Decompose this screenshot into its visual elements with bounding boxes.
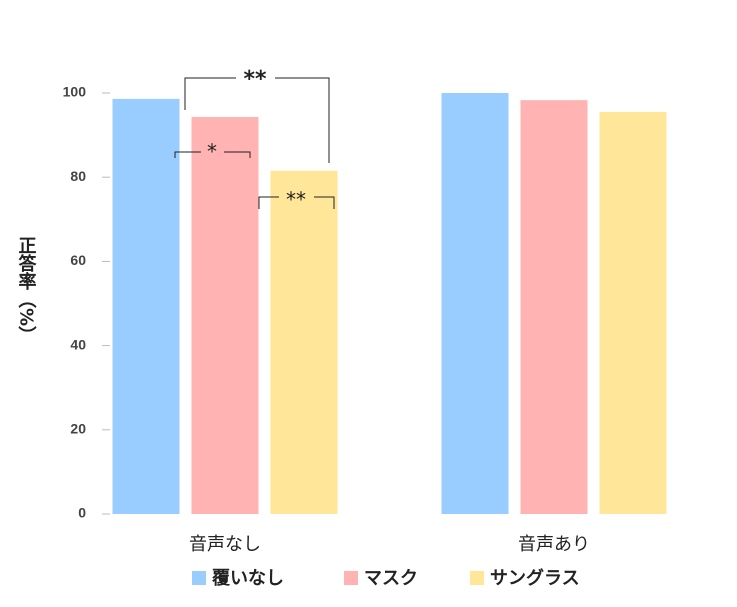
bracket bbox=[258, 196, 279, 209]
x-tick-label: 音声あり bbox=[518, 534, 590, 555]
bracket bbox=[184, 77, 236, 110]
bracket bbox=[275, 77, 330, 163]
y-tick-label: 80 bbox=[70, 168, 86, 184]
legend-swatch bbox=[470, 571, 484, 585]
significance-label: ** bbox=[286, 188, 306, 212]
bar bbox=[599, 111, 667, 514]
significance-label: ** bbox=[243, 67, 267, 92]
y-tick-label: 20 bbox=[70, 421, 86, 437]
significance-label: * bbox=[207, 140, 217, 164]
legend-label: 覆いなし bbox=[212, 568, 284, 589]
y-tick-label: 60 bbox=[70, 252, 86, 268]
y-tick-label: 100 bbox=[63, 84, 87, 100]
bar bbox=[441, 93, 509, 514]
legend-swatch bbox=[192, 571, 206, 585]
bracket bbox=[314, 196, 335, 209]
y-tick-label: 40 bbox=[70, 336, 86, 352]
x-tick-label: 音声なし bbox=[189, 534, 261, 555]
y-tick-label: 0 bbox=[78, 505, 86, 521]
bar bbox=[112, 98, 180, 515]
bracket bbox=[174, 151, 201, 158]
y-axis-label: 正答率（%） bbox=[16, 236, 37, 344]
bracket bbox=[224, 151, 251, 158]
bar bbox=[191, 116, 259, 514]
legend-swatch bbox=[344, 571, 358, 585]
bar bbox=[520, 100, 588, 515]
legend-label: サングラス bbox=[490, 567, 580, 589]
bar bbox=[270, 170, 338, 514]
legend-label: マスク bbox=[364, 568, 418, 589]
